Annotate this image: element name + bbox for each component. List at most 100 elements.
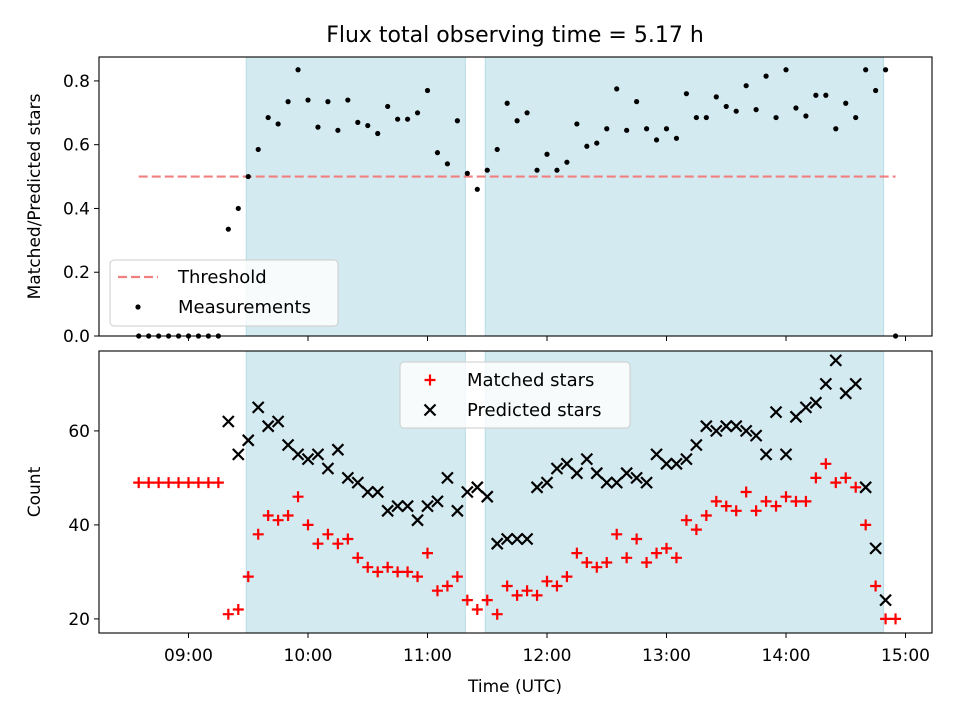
predicted-star-point (351, 476, 365, 489)
measurement-point (753, 107, 759, 113)
count-panel: 20 40 60 09:00 10:00 11:00 12:00 13:00 14:00 15:0… (25, 350, 933, 666)
predicted-star-point (620, 466, 633, 480)
measurement-point (404, 116, 411, 122)
y-axis-label: Matched/Predicted stars (25, 93, 45, 299)
matched-star-point (670, 552, 682, 564)
matched-star-point (680, 514, 692, 526)
matched-star-point (212, 477, 224, 489)
measurement-point (882, 67, 889, 73)
y-tick-label: 0.6 (63, 136, 90, 156)
matched-star-point (631, 533, 643, 545)
predicted-star-point (530, 481, 544, 494)
measurement-point (604, 126, 610, 132)
matched-star-point (382, 561, 394, 573)
measurement-point (723, 103, 729, 110)
measurement-point (494, 146, 500, 153)
measurement-point (653, 137, 660, 143)
matched-star-point (262, 510, 274, 521)
predicted-star-point (650, 448, 663, 461)
matched-star-point (282, 510, 294, 521)
predicted-star-point (819, 377, 833, 391)
legend: Matched stars Predicted stars (399, 361, 631, 429)
matched-star-point (651, 547, 663, 559)
matched-star-point (352, 552, 364, 564)
predicted-star-point (291, 448, 305, 461)
predicted-star-point (421, 499, 434, 513)
predicted-star-point (461, 485, 474, 499)
matched-star-point (561, 571, 573, 583)
predicted-star-point (640, 476, 653, 489)
matched-star-point (740, 486, 752, 498)
predicted-star-point (570, 466, 584, 480)
x-tick-label: 13:00 (642, 646, 691, 666)
predicted-star-point (560, 457, 574, 471)
y-tick-label: 20 (68, 610, 90, 630)
matched-star-point (521, 585, 533, 597)
measurement-point (853, 114, 859, 121)
matched-star-point (332, 538, 344, 550)
measurement-point (703, 114, 709, 121)
matched-star-point (312, 538, 324, 550)
measurement-point (683, 91, 690, 97)
predicted-star-point (451, 504, 464, 518)
predicted-star-point (849, 377, 862, 391)
measurement-point (325, 99, 331, 105)
predicted-star-point (829, 354, 843, 367)
matched-star-point (511, 589, 523, 601)
measurement-point (673, 135, 680, 141)
measurement-point (255, 146, 261, 153)
matched-star-point (700, 510, 712, 521)
legend: Threshold Measurements (109, 259, 339, 327)
predicted-star-point (281, 438, 295, 452)
measurement-point (594, 140, 600, 146)
matched-star-point (342, 533, 354, 545)
matched-star-point (153, 477, 165, 489)
matched-star-point (850, 481, 862, 493)
legend-measurements-swatch (135, 304, 141, 310)
measurement-point (843, 100, 849, 106)
x-tick-label: 10:00 (284, 646, 333, 666)
observing-window (484, 56, 885, 337)
measurement-point (265, 114, 271, 121)
predicted-star-point (729, 419, 743, 433)
predicted-star-point (401, 499, 414, 513)
measurement-point (643, 126, 650, 132)
measurement-point (285, 99, 291, 105)
matched-star-point (302, 519, 314, 531)
predicted-star-point (610, 476, 623, 489)
matched-star-point (830, 477, 842, 489)
matched-star-point (272, 514, 284, 526)
matched-star-point (402, 566, 414, 578)
legend-matched-label: Matched stars (467, 370, 594, 391)
measurement-point (504, 100, 510, 106)
matched-star-point (441, 580, 453, 592)
y-tick-label: 0.4 (63, 199, 90, 219)
matched-star-point (730, 505, 742, 517)
matched-star-point (163, 477, 175, 489)
y-tick-label: 0.0 (63, 327, 90, 347)
measurement-point (424, 87, 431, 94)
predicted-star-point (809, 396, 823, 409)
matched-star-point (292, 491, 304, 503)
measurement-point (345, 97, 351, 103)
predicted-star-point (311, 448, 325, 461)
measurement-point (713, 94, 719, 100)
measurement-point (305, 97, 311, 103)
predicted-star-point (490, 537, 504, 550)
plot-frame (98, 56, 933, 337)
measurement-point (434, 150, 441, 156)
predicted-star-point (321, 462, 335, 475)
measurement-point (534, 167, 540, 173)
measurement-point (693, 114, 699, 121)
predicted-star-point (540, 476, 554, 489)
measurement-point (733, 108, 739, 114)
matched-star-point (601, 557, 613, 568)
measurement-point (544, 151, 550, 157)
measurement-point (634, 99, 640, 105)
matched-star-point (362, 561, 374, 573)
predicted-star-point (441, 471, 454, 485)
predicted-star-point (341, 471, 355, 485)
measurement-point (803, 113, 809, 119)
predicted-star-point (839, 387, 853, 400)
predicted-star-point (759, 448, 773, 461)
